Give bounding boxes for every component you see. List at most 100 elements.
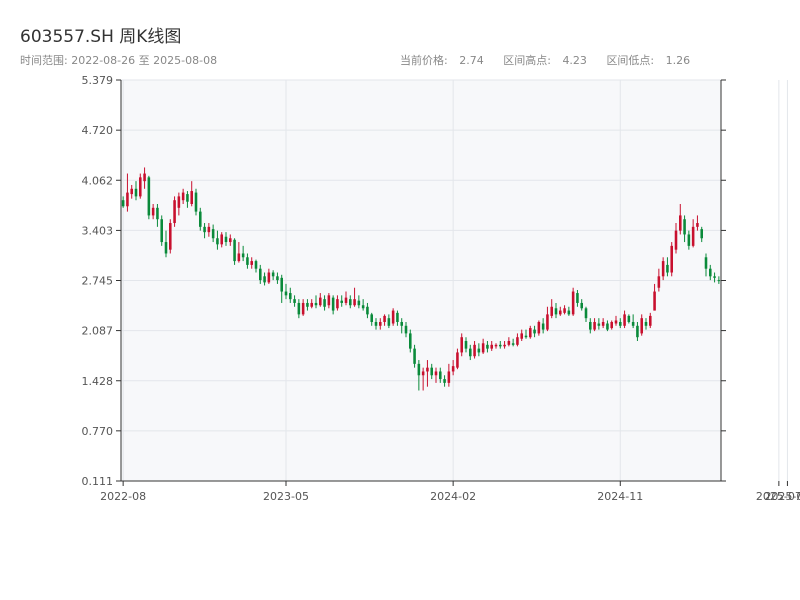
- candlestick: [331, 295, 335, 315]
- candle-body: [301, 302, 305, 315]
- candle-body: [387, 318, 391, 326]
- candlestick: [186, 191, 189, 208]
- y-tick-label: 2.087: [82, 325, 114, 338]
- candlestick: [250, 257, 253, 269]
- candlestick: [409, 329, 412, 353]
- candle-body: [481, 343, 485, 353]
- candle-body: [619, 321, 622, 326]
- candlestick: [631, 314, 635, 329]
- candlestick: [361, 299, 365, 311]
- range-low-value: 1.26: [665, 54, 691, 67]
- candle-body: [606, 323, 609, 330]
- candle-body: [674, 230, 678, 250]
- grid-lines: [121, 79, 788, 482]
- candle-body: [267, 272, 271, 283]
- candle-body: [486, 344, 489, 349]
- candlestick: [190, 181, 193, 207]
- candlestick: [327, 293, 331, 309]
- candlestick: [546, 306, 549, 332]
- candle-body: [177, 196, 181, 208]
- candle-body: [516, 337, 519, 345]
- y-tick-label: 4.720: [82, 124, 114, 137]
- candlestick: [121, 196, 125, 208]
- candlestick: [383, 314, 386, 326]
- candle-body: [164, 242, 168, 254]
- candle-body: [143, 173, 146, 182]
- candle-body: [216, 238, 219, 245]
- candlestick: [511, 338, 515, 347]
- candle-body: [627, 315, 631, 322]
- candlestick: [314, 295, 318, 309]
- candlestick: [370, 312, 373, 326]
- candlestick: [130, 184, 133, 199]
- candle-body: [194, 192, 198, 212]
- candlestick: [674, 223, 678, 254]
- candle-body: [383, 315, 386, 322]
- x-tick-label: 2022-08: [100, 490, 146, 503]
- range-high-label: 区间高点:: [503, 54, 551, 67]
- range-high: 区间高点: 4.23: [503, 54, 595, 67]
- candle-body: [199, 211, 202, 227]
- candlestick: [143, 167, 146, 189]
- date-range: 时间范围: 2022-08-26 至 2025-08-08: [20, 52, 217, 68]
- candle-body: [379, 321, 382, 326]
- candle-body: [601, 321, 605, 326]
- candle-body: [134, 188, 138, 197]
- candlestick: [687, 230, 691, 250]
- candle-body: [511, 343, 515, 345]
- range-label: 时间范围:: [20, 54, 68, 67]
- candlestick: [400, 318, 403, 334]
- candle-body: [250, 261, 253, 265]
- candlestick: [550, 299, 553, 319]
- candlestick: [499, 341, 502, 349]
- candlestick: [344, 291, 348, 306]
- candlestick: [173, 196, 176, 227]
- candlestick: [666, 257, 669, 277]
- candlestick: [717, 276, 721, 284]
- candle-body: [683, 219, 686, 235]
- candle-body: [704, 257, 708, 269]
- candlestick: [220, 232, 223, 248]
- candle-body: [567, 310, 571, 315]
- candle-body: [464, 341, 468, 349]
- candlestick: [533, 325, 536, 338]
- candle-body: [314, 302, 318, 306]
- candlestick: [606, 320, 609, 332]
- candle-body: [276, 276, 279, 281]
- candlestick: [460, 333, 463, 357]
- candlestick: [563, 305, 566, 315]
- candlestick: [404, 321, 408, 338]
- candle-body: [451, 366, 455, 372]
- candle-body: [490, 344, 493, 349]
- candle-body: [173, 200, 176, 224]
- x-tick-label: 2023-05: [263, 490, 309, 503]
- candle-body: [576, 293, 579, 303]
- candlestick: [319, 293, 322, 307]
- candlestick: [199, 207, 202, 231]
- candle-body: [657, 276, 661, 288]
- candlestick: [700, 226, 703, 243]
- candle-body: [186, 194, 189, 202]
- candlestick: [357, 295, 361, 309]
- candlestick: [636, 321, 639, 342]
- candlestick: [246, 253, 249, 269]
- candle-body: [614, 320, 618, 324]
- candlestick: [349, 295, 352, 309]
- candle-body: [417, 363, 421, 376]
- candlestick: [396, 310, 399, 326]
- candle-body: [610, 321, 613, 329]
- candle-body: [687, 234, 691, 246]
- candlestick: [456, 348, 459, 370]
- y-tick-label: 4.062: [82, 174, 114, 187]
- candlestick: [593, 318, 596, 332]
- candle-body: [207, 226, 211, 233]
- candle-body: [224, 236, 228, 243]
- candlestick: [619, 318, 622, 329]
- candle-body: [563, 308, 566, 313]
- candle-body: [289, 293, 292, 300]
- candlestick: [211, 224, 215, 243]
- candle-body: [203, 226, 206, 233]
- candle-body: [130, 188, 133, 195]
- candlestick: [683, 215, 686, 243]
- candlestick: [486, 341, 489, 353]
